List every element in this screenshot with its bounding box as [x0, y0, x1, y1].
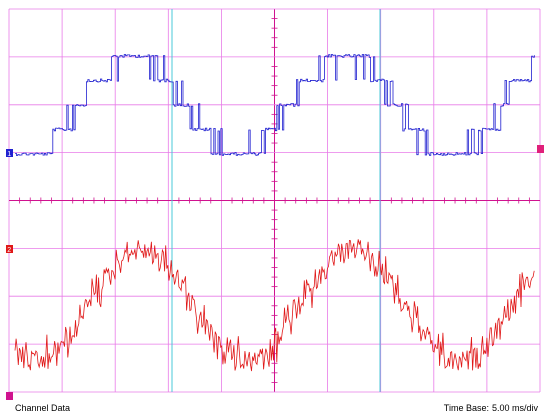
time-base-readout: Time Base: 5.00 ms/div	[444, 402, 538, 414]
time-base-value: 5.00 ms/div	[491, 403, 538, 413]
channel-2-marker[interactable]: 2	[6, 245, 13, 254]
channel-1-marker[interactable]: 1	[6, 149, 13, 158]
channel-2-marker-label: 2	[7, 247, 11, 254]
channel-2-trace	[14, 239, 535, 372]
time-base-label: Time Base:	[443, 403, 489, 413]
channel-data-label: Channel Data	[15, 403, 71, 413]
time-cursors[interactable]	[171, 9, 381, 392]
channel-1-trace	[15, 54, 535, 156]
graticule	[8, 8, 541, 393]
trigger-level-marker[interactable]	[537, 145, 544, 153]
time-origin-marker[interactable]	[6, 392, 13, 400]
channel-1-marker-label: 1	[7, 151, 11, 158]
channel-markers[interactable]: 12	[6, 145, 544, 400]
